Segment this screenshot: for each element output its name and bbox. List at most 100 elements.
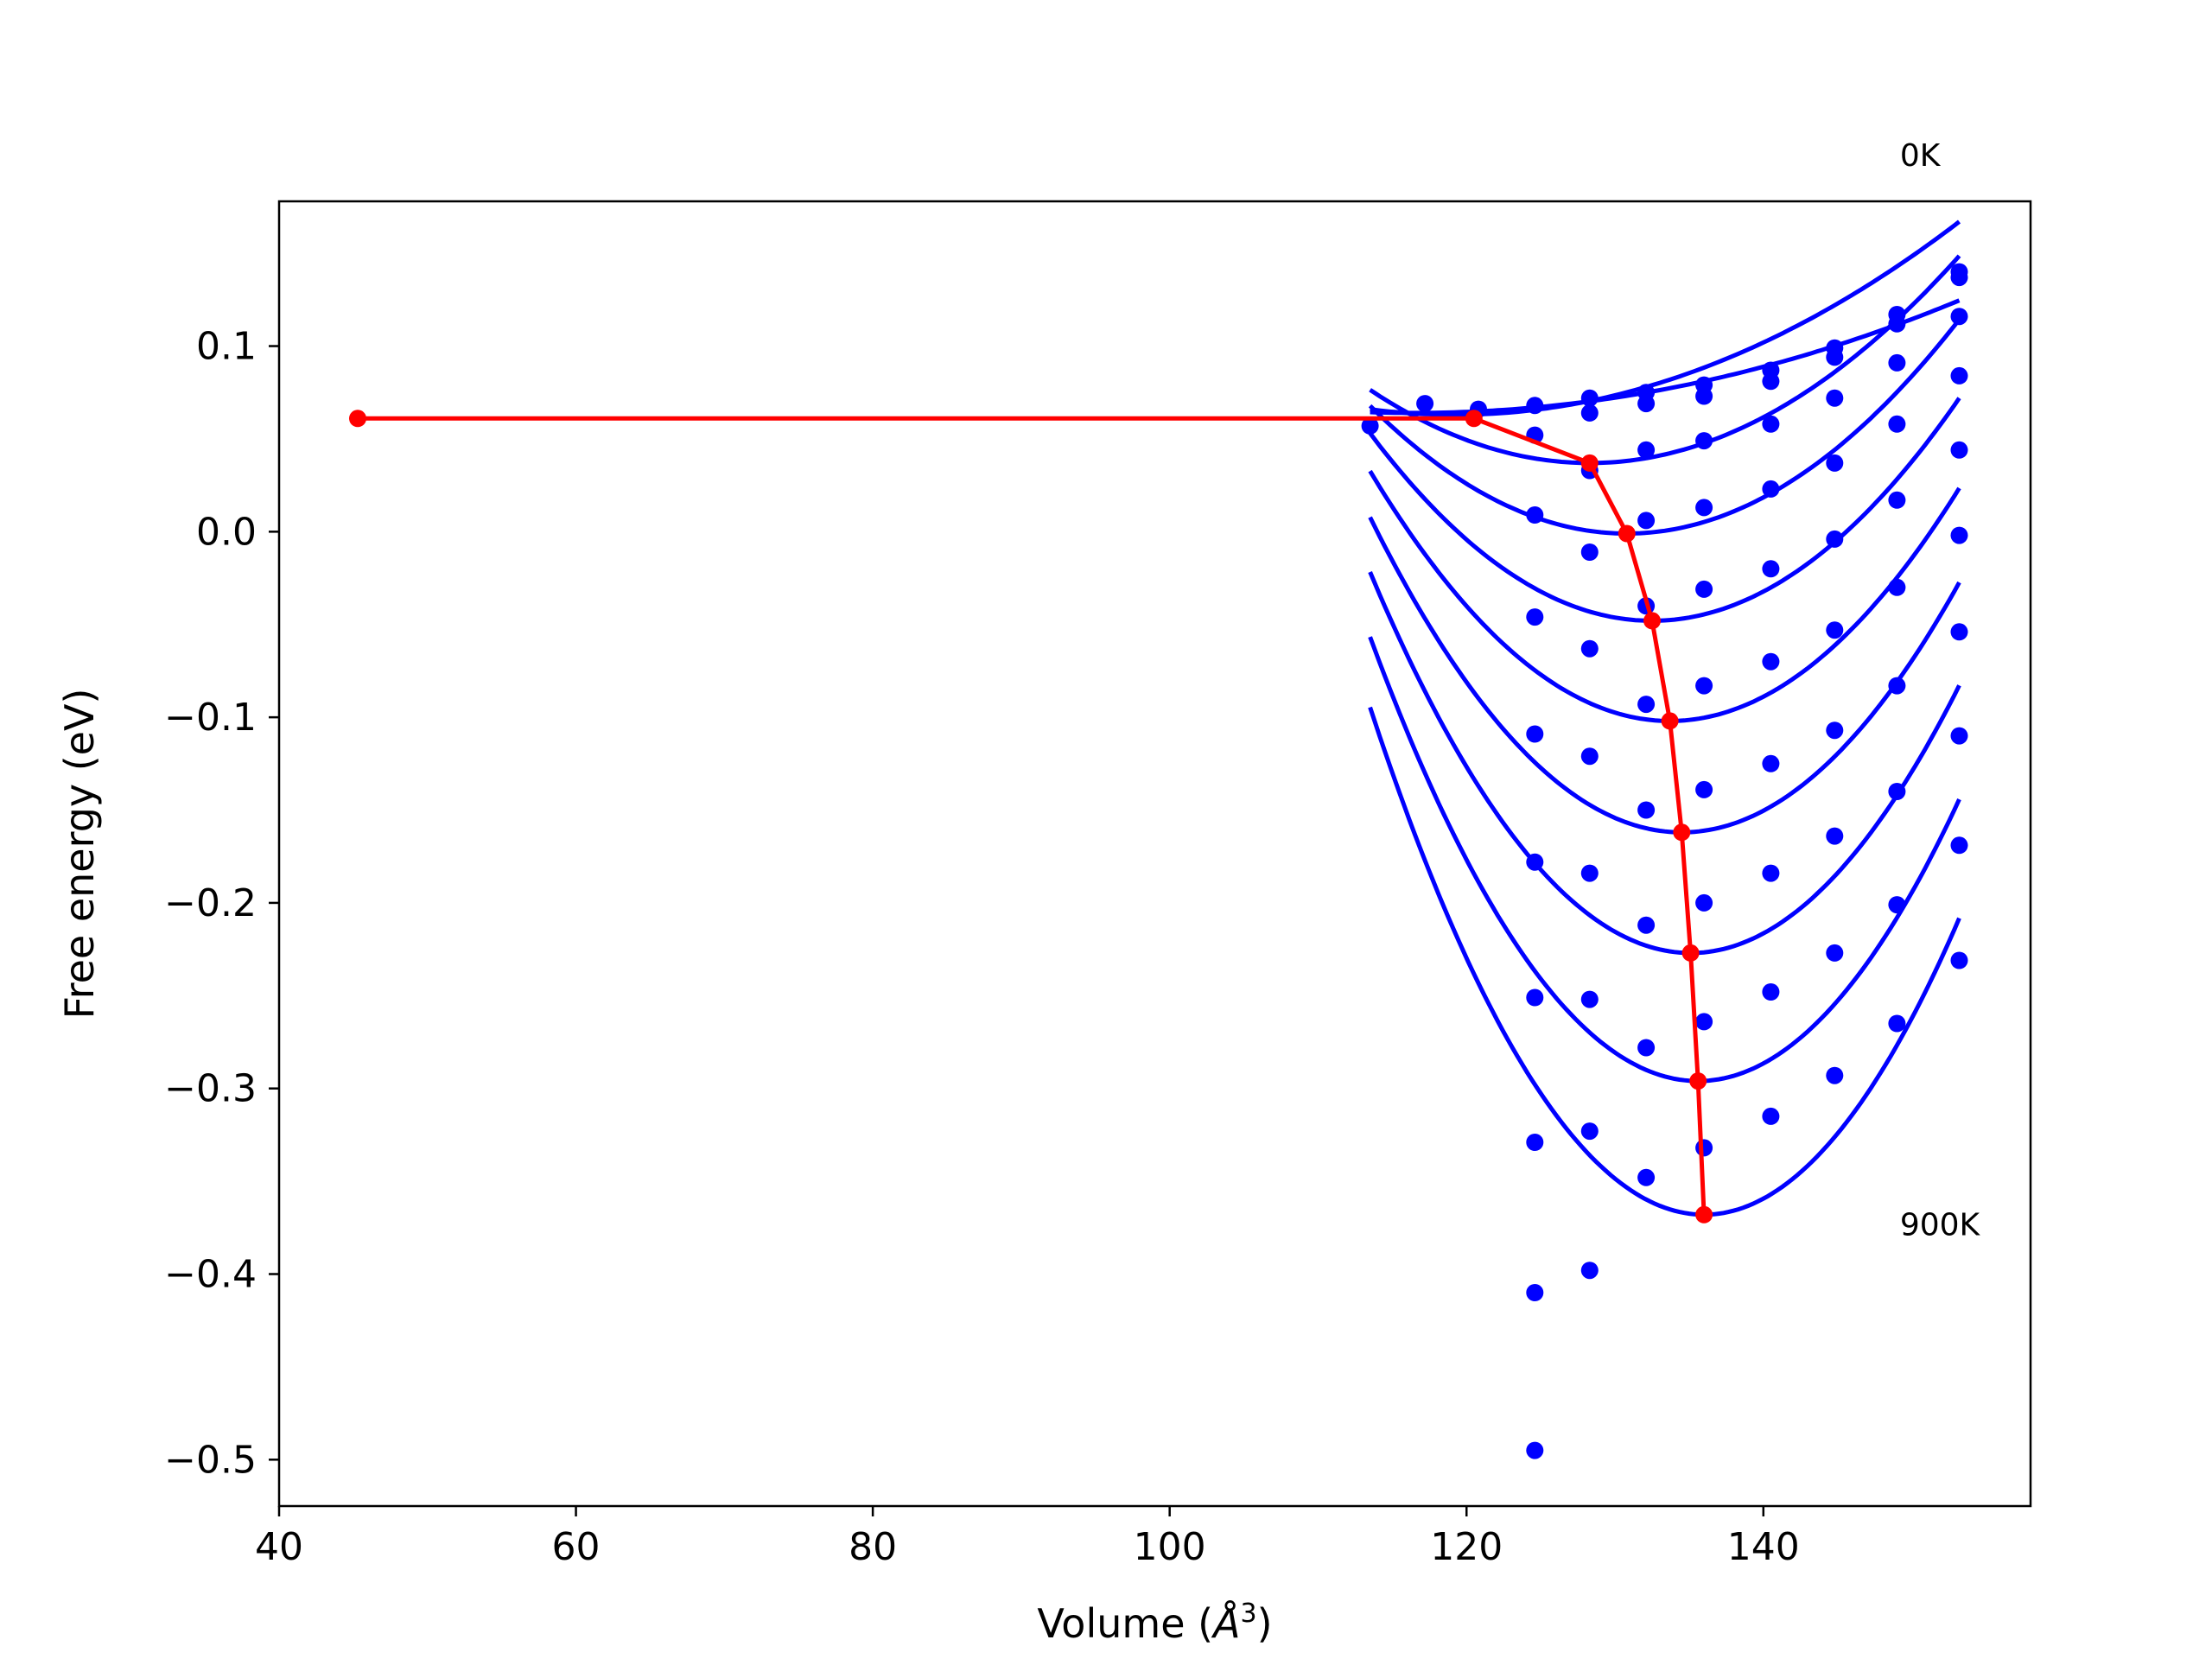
x-axis-label-text: Volume ( (1037, 1600, 1213, 1647)
data-point (1762, 560, 1780, 578)
fit-curve-7 (1368, 516, 1961, 835)
data-point (1888, 677, 1906, 695)
data-point (1580, 747, 1599, 766)
data-point (1526, 1134, 1544, 1151)
data-point (1526, 1284, 1544, 1301)
y-tick-label: −0.5 (164, 1438, 257, 1482)
data-point (1888, 578, 1906, 596)
data-point (1637, 916, 1656, 934)
data-point (1950, 951, 1968, 969)
data-point (1695, 780, 1713, 798)
data-point (1637, 512, 1656, 530)
data-point (1888, 353, 1906, 372)
data-point (1950, 623, 1968, 641)
data-point (1361, 416, 1379, 435)
data-point (1526, 725, 1544, 743)
data-point (1637, 801, 1656, 819)
data-point (1888, 1014, 1906, 1033)
data-point (1826, 944, 1844, 962)
fit-curve-3 (1369, 254, 1961, 466)
data-point (1637, 696, 1656, 714)
data-point (1826, 621, 1844, 639)
minima-point (1580, 454, 1599, 472)
data-point (1580, 990, 1599, 1008)
data-point (1888, 783, 1906, 800)
data-point (1637, 395, 1656, 413)
y-tick-label: −0.3 (164, 1067, 257, 1111)
data-point (1416, 395, 1434, 413)
data-point (1950, 308, 1968, 326)
data-point (1580, 389, 1599, 407)
data-point (1950, 269, 1968, 287)
data-point (1580, 639, 1599, 658)
fit-curve-5 (1368, 397, 1961, 623)
data-point (1950, 441, 1968, 459)
data-point (1888, 315, 1906, 333)
temperature-annotation: 0K (1900, 138, 1942, 174)
data-point (1826, 827, 1844, 845)
data-point (1950, 727, 1968, 745)
minima-point (1689, 1072, 1707, 1090)
data-point (1762, 415, 1780, 433)
data-point (1580, 543, 1599, 561)
x-tick-label: 40 (255, 1525, 303, 1569)
y-tick-label: −0.4 (164, 1253, 257, 1297)
data-point (1526, 853, 1544, 871)
data-point (1888, 415, 1906, 433)
data-point (1888, 491, 1906, 509)
x-axis-label-exponent: 3 (1241, 1599, 1257, 1629)
data-point (1762, 652, 1780, 671)
data-point (1580, 1122, 1599, 1141)
data-point (1950, 526, 1968, 544)
y-tick-label: −0.2 (164, 881, 257, 925)
data-point (1888, 896, 1906, 914)
data-point (1526, 397, 1544, 415)
temperature-annotation: 900K (1900, 1207, 1981, 1243)
data-point (1762, 864, 1780, 882)
fit-curve-4 (1368, 318, 1961, 536)
data-point (1526, 988, 1544, 1007)
data-point (1580, 404, 1599, 422)
x-axis-label: Volume (Å3) (1037, 1599, 1272, 1647)
y-axis-label: Free energy (eV) (56, 689, 103, 1020)
x-tick-label: 80 (849, 1525, 897, 1569)
minima-point (1673, 823, 1691, 842)
minima-point (1643, 612, 1661, 630)
data-point (1826, 1066, 1844, 1084)
plot-frame (277, 200, 2032, 1508)
data-point (1695, 580, 1713, 598)
x-axis-label-unit: Å (1211, 1600, 1240, 1647)
fit-curve-10 (1368, 706, 1961, 1217)
minima-point (349, 410, 366, 428)
data-point (1762, 754, 1780, 772)
minima-point (1695, 1205, 1713, 1224)
data-point (1950, 836, 1968, 855)
minima-point (1661, 712, 1679, 730)
data-point (1526, 608, 1544, 626)
y-tick-label: −0.1 (164, 696, 257, 740)
data-point (1695, 432, 1713, 450)
minima-point (1681, 944, 1700, 962)
fit-curve-9 (1368, 636, 1961, 1084)
minima-path (349, 410, 1713, 1224)
y-tick-label: 0.0 (196, 510, 257, 554)
y-axis-ticks: 0.1 0.0 −0.1 −0.2 −0.3 −0.4 −0.5 (164, 325, 279, 1482)
data-point (1695, 1013, 1713, 1031)
fit-curve-8 (1368, 571, 1961, 956)
x-tick-label: 60 (552, 1525, 601, 1569)
data-point (1580, 864, 1599, 882)
data-point (1637, 1168, 1656, 1186)
data-point (1826, 389, 1844, 407)
data-point (1637, 1039, 1656, 1057)
data-point (1580, 1262, 1599, 1280)
data-point (1695, 1139, 1713, 1157)
data-point (1637, 441, 1656, 459)
minima-point (1465, 410, 1483, 428)
data-point (1762, 1107, 1780, 1125)
data-point (1762, 480, 1780, 498)
minima-point (1618, 524, 1636, 543)
data-point (1826, 721, 1844, 740)
data-point (1826, 348, 1844, 366)
x-tick-label: 140 (1727, 1525, 1800, 1569)
